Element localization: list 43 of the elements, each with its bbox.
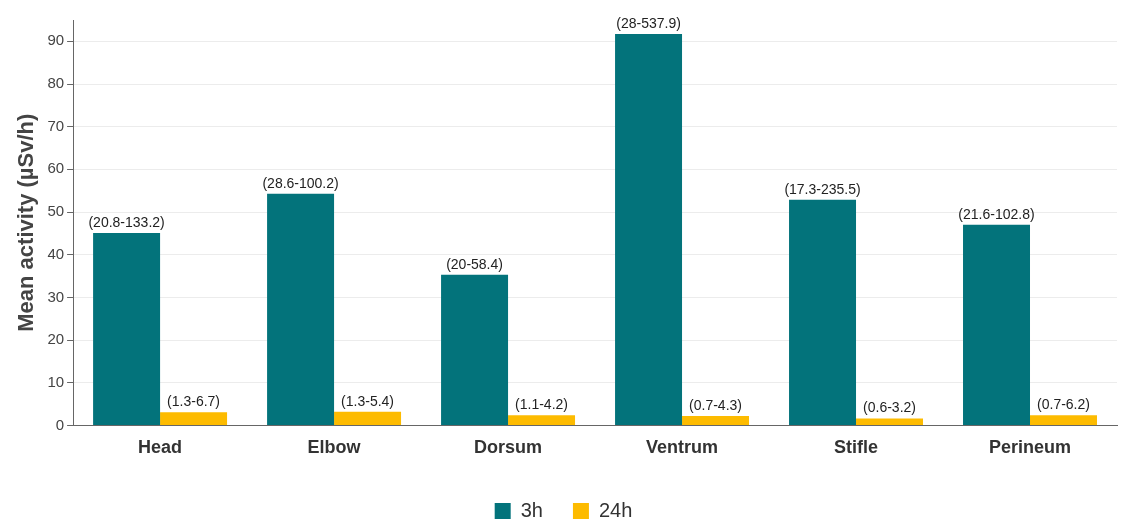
bar	[267, 193, 335, 425]
x-tick-label: Dorsum	[474, 437, 543, 458]
x-tick-label: Elbow	[307, 437, 362, 458]
bar	[682, 416, 750, 425]
x-tick-label: Perineum	[988, 437, 1072, 458]
y-tick-label: 0	[55, 415, 65, 433]
data-label: (1.1-4.2)	[515, 396, 568, 413]
x-tick-label: Head	[138, 437, 183, 458]
y-tick-label: 40	[47, 244, 65, 262]
data-label: (20.8-133.2)	[88, 213, 165, 230]
legend-label: 24h	[598, 498, 633, 521]
y-tick-label: 80	[47, 74, 65, 92]
y-tick-label: 30	[47, 287, 65, 305]
bar	[160, 412, 228, 425]
y-tick-label: 60	[47, 159, 65, 177]
data-label: (28.6-100.2)	[262, 174, 339, 191]
bar	[1030, 415, 1097, 425]
data-label: (0.7-6.2)	[1037, 396, 1090, 413]
y-tick-label: 90	[47, 31, 65, 49]
y-tick-label: 70	[47, 116, 65, 134]
data-label: (20-58.4)	[446, 255, 503, 272]
bar	[93, 232, 161, 425]
data-label: (17.3-235.5)	[784, 180, 861, 197]
data-label: (1.3-5.4)	[341, 392, 395, 409]
data-label: (21.6-102.8)	[958, 205, 1035, 222]
y-tick-label: 50	[47, 202, 65, 220]
y-axis-title: Mean activity (µSv/h)	[13, 113, 39, 332]
bar	[441, 274, 509, 425]
data-label: (0.6-3.2)	[863, 399, 916, 416]
x-tick-label: Ventrum	[646, 437, 719, 458]
y-tick-label: 20	[47, 330, 65, 348]
y-tick-label: 10	[47, 372, 65, 390]
data-label: (0.7-4.3)	[689, 396, 742, 413]
data-label: (28-537.9)	[616, 14, 681, 31]
bar	[789, 199, 857, 425]
bar	[963, 224, 1031, 425]
legend-label: 3h	[520, 498, 543, 521]
bar	[508, 415, 576, 425]
bar	[615, 34, 683, 425]
bar	[856, 418, 924, 425]
bar	[334, 411, 402, 425]
x-tick-label: Stifle	[834, 437, 879, 458]
data-label: (1.3-6.7)	[167, 393, 221, 410]
